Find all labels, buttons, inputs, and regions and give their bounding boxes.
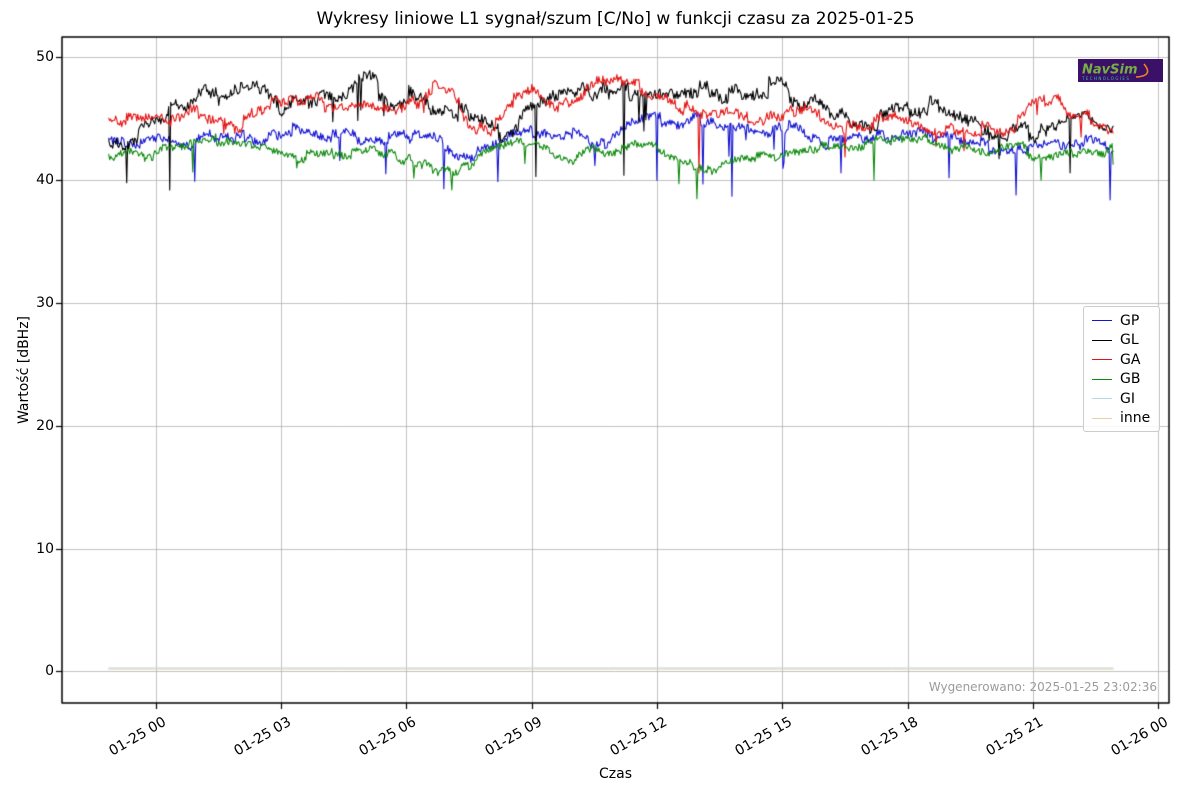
y-axis-label: Wartość [dBHz] [16,315,32,425]
navsim-logo: NavSim TECHNOLOGIES [1078,59,1163,82]
x-axis-label: Czas [599,766,632,782]
legend-label-GP: GP [1120,312,1140,329]
y-tick-label: 10 [36,540,54,557]
legend-item-GL: GL [1084,331,1159,351]
legend-swatch-inne [1092,417,1112,419]
legend-swatch-GL [1092,339,1112,341]
legend-swatch-GB [1092,378,1112,380]
generated-timestamp: Wygenerowano: 2025-01-25 23:02:36 [928,680,1157,694]
legend-swatch-GP [1092,320,1112,322]
navsim-logo-text: NavSim [1082,63,1138,78]
legend-label-GI: GI [1120,390,1135,407]
legend-label-GA: GA [1120,351,1141,368]
y-tick-label: 20 [36,417,54,434]
legend-label-GL: GL [1120,332,1139,349]
legend-item-GP: GP [1084,311,1159,331]
legend-item-GA: GA [1084,350,1159,370]
navsim-logo-swoosh [1135,63,1149,78]
y-tick-label: 30 [36,295,54,311]
y-tick-label: 50 [36,49,54,66]
legend-swatch-GA [1092,359,1112,361]
chart-title: Wykresy liniowe L1 sygnał/szum [C/No] w … [316,9,915,29]
legend-item-GI: GI [1084,389,1159,409]
legend-item-inne: inne [1084,409,1159,429]
navsim-logo-subtext: TECHNOLOGIES [1081,76,1130,81]
y-tick-label: 40 [36,172,54,189]
y-tick-label: 0 [45,663,54,680]
legend: GP GL GA GB GI inne [1083,306,1160,432]
legend-label-GB: GB [1120,371,1141,388]
legend-swatch-GI [1092,398,1112,400]
legend-item-GB: GB [1084,370,1159,390]
legend-label-inne: inne [1120,410,1151,427]
